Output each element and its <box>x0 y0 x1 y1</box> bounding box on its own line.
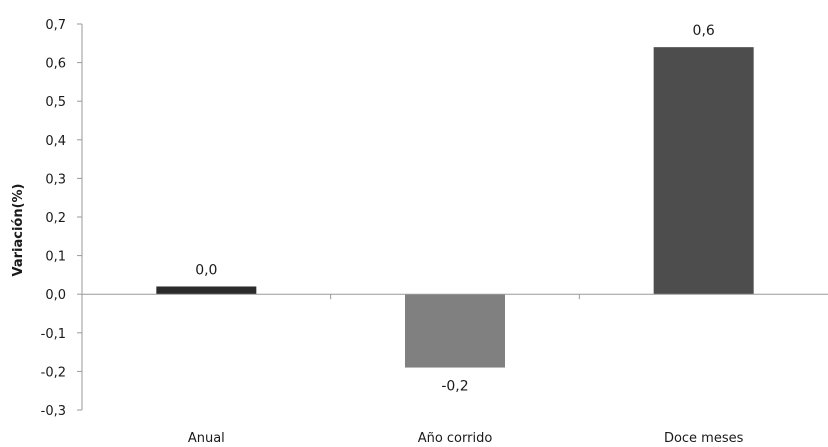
y-tick-label: 0,4 <box>45 134 66 149</box>
y-tick-label: -0,2 <box>41 365 66 380</box>
bars <box>156 47 754 368</box>
y-tick-label: -0,3 <box>41 404 66 419</box>
y-tick-label: 0,0 <box>45 288 66 303</box>
data-labels: 0,0 -0,2 0,6 <box>195 23 715 394</box>
data-label: -0,2 <box>441 379 468 395</box>
x-axis: Anual Año corrido Doce meses <box>82 293 828 446</box>
y-tick-label: -0,1 <box>41 327 66 342</box>
y-axis-title: Variación(%) <box>11 183 26 276</box>
x-tick-label: Anual <box>188 431 225 446</box>
y-tick-label: 0,5 <box>45 95 66 110</box>
y-tick-label: 0,1 <box>45 250 66 265</box>
y-tick-label: 0,2 <box>45 211 66 226</box>
y-tick-label: 0,6 <box>45 57 66 72</box>
bar <box>653 47 754 295</box>
data-label: 0,0 <box>195 262 217 278</box>
bar <box>156 286 257 295</box>
data-label: 0,6 <box>693 23 715 39</box>
y-tick-label: 0,7 <box>45 18 66 33</box>
y-tick-label: 0,3 <box>45 172 66 187</box>
x-tick-label: Doce meses <box>664 431 744 446</box>
y-axis: 0,7 0,6 0,5 0,4 0,3 0,2 0,1 0,0 -0,1 -0,2 -0,3 <box>41 18 83 419</box>
bar <box>405 294 505 368</box>
x-tick-label: Año corrido <box>418 431 493 446</box>
